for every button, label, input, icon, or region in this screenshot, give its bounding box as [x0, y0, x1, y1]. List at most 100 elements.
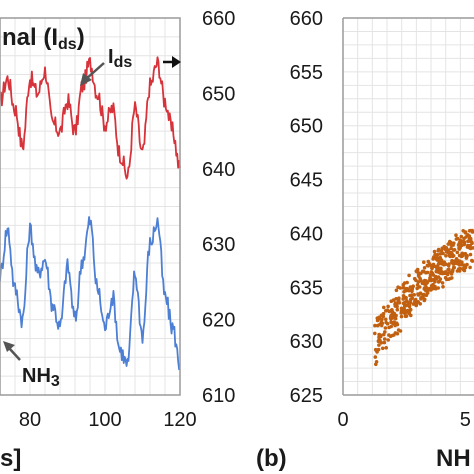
- scatter-point: [383, 326, 388, 330]
- panel-a-title-main: nal (I: [2, 24, 58, 51]
- scatter-point: [373, 323, 377, 328]
- scatter-point: [374, 360, 379, 364]
- scatter-point: [449, 250, 453, 255]
- scatter-point: [461, 267, 466, 272]
- scatter-point: [450, 276, 454, 280]
- panel-a-frame: [0, 17, 181, 396]
- scatter-point: [454, 237, 459, 241]
- panel-b-x-tick-label: 0: [337, 409, 348, 431]
- scatter-point: [402, 304, 407, 308]
- panel-b-x-tick-label: 5: [460, 409, 471, 431]
- panel-a-right-tick-label: 610: [202, 385, 235, 407]
- scatter-point: [428, 276, 432, 280]
- scatter-point: [419, 271, 423, 276]
- scatter-point: [446, 242, 451, 246]
- scatter-point: [422, 266, 427, 270]
- scatter-point: [402, 290, 406, 294]
- scatter-point: [379, 341, 384, 345]
- panel-b-y-tick-label: 655: [290, 62, 323, 84]
- panel-b-y-tick-label: 650: [290, 116, 323, 138]
- scatter-point: [447, 262, 451, 266]
- scatter-point: [462, 236, 466, 241]
- scatter-point: [399, 306, 404, 311]
- scatter-point: [462, 240, 467, 244]
- scatter-point: [446, 267, 450, 272]
- scatter-point: [382, 337, 387, 341]
- panel-a-title: nal (Ids): [2, 24, 85, 53]
- scatter-point: [403, 314, 408, 319]
- scatter-point: [447, 253, 452, 258]
- panel-a-x-tick-label: 120: [163, 409, 196, 431]
- scatter-point: [389, 324, 394, 329]
- panel-a-x-tick-label: 80: [19, 409, 41, 431]
- scatter-point: [391, 321, 395, 326]
- scatter-point: [377, 343, 381, 347]
- scatter-point: [454, 261, 459, 266]
- scatter-point: [395, 304, 399, 309]
- scatter-point: [382, 305, 386, 310]
- scatter-point: [461, 229, 466, 233]
- scatter-point: [407, 311, 412, 316]
- scatter-point: [402, 286, 406, 290]
- scatter-point: [399, 314, 404, 319]
- ids-annotation: Ids: [108, 46, 132, 71]
- panel-b-grid: [342, 17, 474, 396]
- scatter-point: [404, 299, 409, 303]
- scatter-point: [393, 301, 398, 305]
- scatter-point: [420, 295, 425, 300]
- scatter-point: [459, 254, 464, 259]
- scatter-point: [414, 302, 419, 306]
- scatter-point: [391, 298, 396, 302]
- scatter-point: [440, 281, 445, 285]
- scatter-point: [384, 320, 388, 325]
- scatter-point: [390, 308, 394, 312]
- ids-arrowhead: [80, 73, 92, 86]
- scatter-point: [451, 268, 455, 272]
- scatter-point: [410, 286, 415, 291]
- scatter-point: [465, 253, 469, 258]
- scatter-point: [381, 311, 386, 316]
- scatter-point: [425, 263, 430, 268]
- scatter-point: [470, 259, 474, 263]
- panel-a-xlabel: s]: [0, 445, 21, 472]
- scatter-point: [424, 280, 429, 284]
- scatter-point: [384, 309, 388, 313]
- scatter-point: [436, 247, 441, 252]
- panel-a-right-tick-label: 640: [202, 159, 235, 181]
- scatter-point: [466, 233, 470, 237]
- scatter-point: [377, 335, 381, 340]
- scatter-point: [425, 286, 430, 291]
- scatter-point: [454, 257, 459, 261]
- scatter-point: [404, 296, 408, 300]
- scatter-point: [420, 280, 424, 284]
- panel-b-y-tick-label: 640: [290, 223, 323, 245]
- scatter-point: [462, 263, 467, 268]
- scatter-point: [408, 300, 413, 305]
- scatter-point: [394, 288, 399, 293]
- scatter-point: [406, 287, 410, 292]
- panel-a-right-tick-label: 650: [202, 83, 235, 105]
- ids-annotation-sub: ds: [114, 54, 133, 71]
- ids-arrow: [85, 62, 105, 80]
- panel-a-x-tick-label: 100: [88, 409, 121, 431]
- scatter-point: [401, 283, 406, 287]
- scatter-point: [412, 276, 417, 281]
- panel-b-y-tick-label: 645: [290, 170, 323, 192]
- scatter-point: [391, 316, 396, 320]
- scatter-point: [431, 257, 436, 261]
- scatter-point: [412, 293, 417, 297]
- scatter-point: [386, 338, 391, 342]
- scatter-point: [395, 307, 400, 312]
- nh3-annotation: NH3: [22, 365, 60, 390]
- scatter-point: [384, 317, 388, 322]
- panel-b-y-axis-ticks: 625 630 635 640 645 650 655 660: [290, 8, 323, 407]
- scatter-point: [446, 277, 451, 282]
- ids-annotation-main: I: [108, 46, 114, 68]
- scatter-point: [466, 239, 470, 244]
- scatter-point: [375, 318, 380, 323]
- panel-b-series: [373, 228, 474, 367]
- scatter-point: [429, 270, 434, 274]
- scatter-point: [433, 284, 437, 289]
